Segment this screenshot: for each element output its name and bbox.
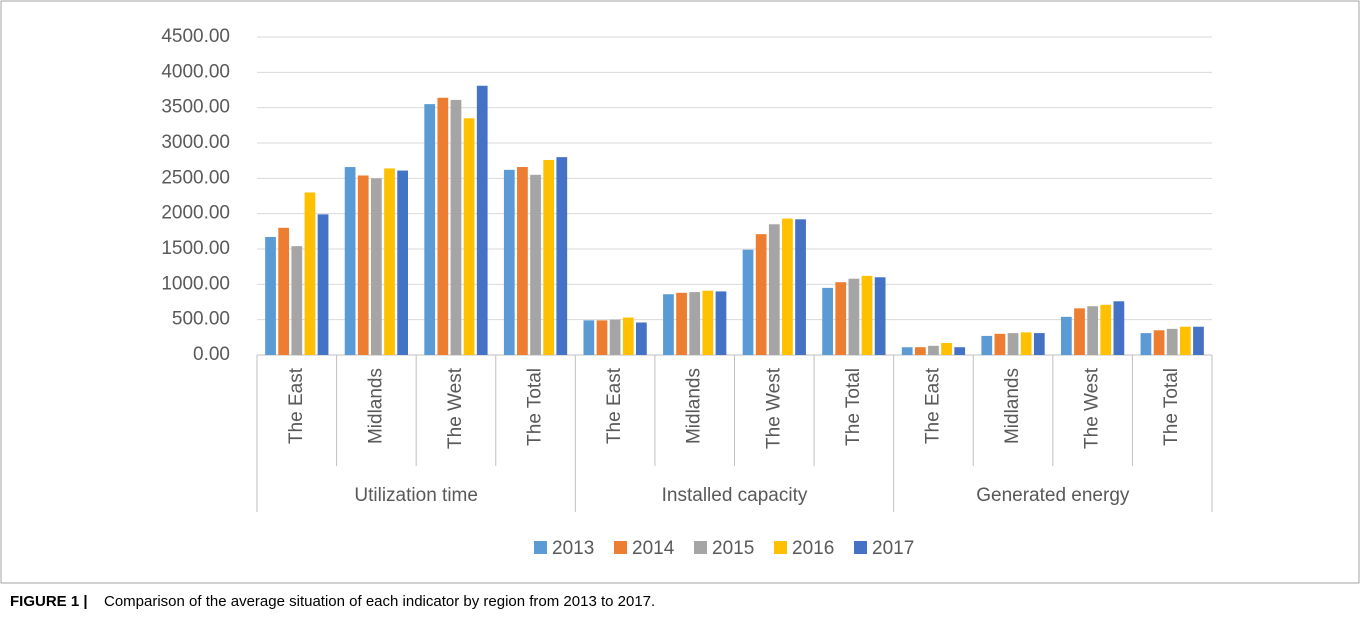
bar [278,227,290,355]
bar [1179,326,1191,355]
caption-label: FIGURE 1 | [10,593,88,610]
bar [676,292,687,355]
x-tick-label: The Total [843,368,864,446]
bar [503,169,515,355]
bar [463,118,475,356]
caption-text: Comparison of the average situation of e… [104,593,655,610]
bar [357,175,369,355]
bar [994,333,1006,355]
bar [1060,316,1072,355]
bar [663,294,674,355]
bar [1033,333,1045,355]
bar [265,236,276,355]
x-tick-label: The West [1082,367,1103,449]
bar [1100,304,1112,355]
x-tick-label: Midlands [684,368,705,444]
x-tick-label: The West [445,367,466,449]
bar [861,275,873,355]
group-label: Generated energy [976,485,1130,506]
x-tick-label: Midlands [1002,368,1023,444]
y-tick-label: 0.00 [193,344,230,365]
group-label: Utilization time [354,485,478,506]
bar [1140,333,1152,355]
legend-label: 2016 [792,538,834,559]
bar [874,277,886,355]
bar [1087,306,1098,355]
legend-swatch [854,541,867,554]
bar [622,317,634,355]
bar [344,167,356,355]
bar [981,335,993,355]
legend-label: 2015 [712,538,754,559]
bar [476,85,488,355]
y-tick-label: 1500.00 [161,238,230,259]
x-tick-label: The East [604,367,625,444]
bar [768,224,780,355]
x-tick-label: Midlands [365,368,386,444]
bar [954,347,966,355]
bar [596,320,608,355]
legend-label: 2017 [872,538,914,559]
x-tick-label: The East [286,367,307,444]
bar [1020,332,1032,355]
chart-frame [0,0,1360,584]
bar [1193,326,1204,355]
y-tick-label: 4000.00 [161,61,230,82]
bar [1007,333,1019,355]
y-tick-label: 1000.00 [161,273,230,294]
bar [384,168,395,355]
bar [702,290,714,355]
bar [795,219,806,355]
bar [941,342,952,355]
bar [543,159,555,355]
bar [835,282,847,355]
bar [901,347,913,355]
bar [715,291,727,355]
legend-swatch [614,541,627,554]
x-tick-label: The West [763,367,784,449]
bar [530,174,541,355]
bar [689,292,701,355]
bar [782,218,793,355]
bar [755,234,767,355]
bar [424,104,436,355]
legend-swatch [694,541,707,554]
bar [636,322,647,355]
bar [742,249,754,355]
bar [450,99,462,355]
bar [609,319,621,355]
bar [822,287,833,355]
legend-swatch [774,541,787,554]
bar [304,192,316,355]
legend-swatch [534,541,547,554]
y-tick-label: 2000.00 [161,203,230,224]
bar [437,97,449,356]
y-tick-label: 2500.00 [161,167,230,188]
bar [914,347,926,355]
y-tick-label: 3500.00 [161,97,230,118]
y-tick-label: 4500.00 [161,26,230,47]
bar [371,178,382,355]
bar [1074,308,1085,355]
bar [317,214,329,355]
x-tick-label: The Total [1161,368,1182,446]
bar [1153,330,1165,355]
legend-label: 2013 [552,538,594,559]
bar [517,167,528,355]
y-tick-label: 3000.00 [161,132,230,153]
bar [1166,328,1178,355]
bar [291,246,303,355]
bar [848,278,860,355]
x-tick-label: The Total [525,368,546,446]
y-tick-label: 500.00 [172,309,230,330]
bar [583,320,595,355]
x-tick-label: The East [922,367,943,444]
bar [928,345,939,355]
bar [1113,301,1125,355]
legend-label: 2014 [632,538,675,559]
bar [556,157,568,355]
bar [397,170,409,355]
group-label: Installed capacity [662,485,808,506]
